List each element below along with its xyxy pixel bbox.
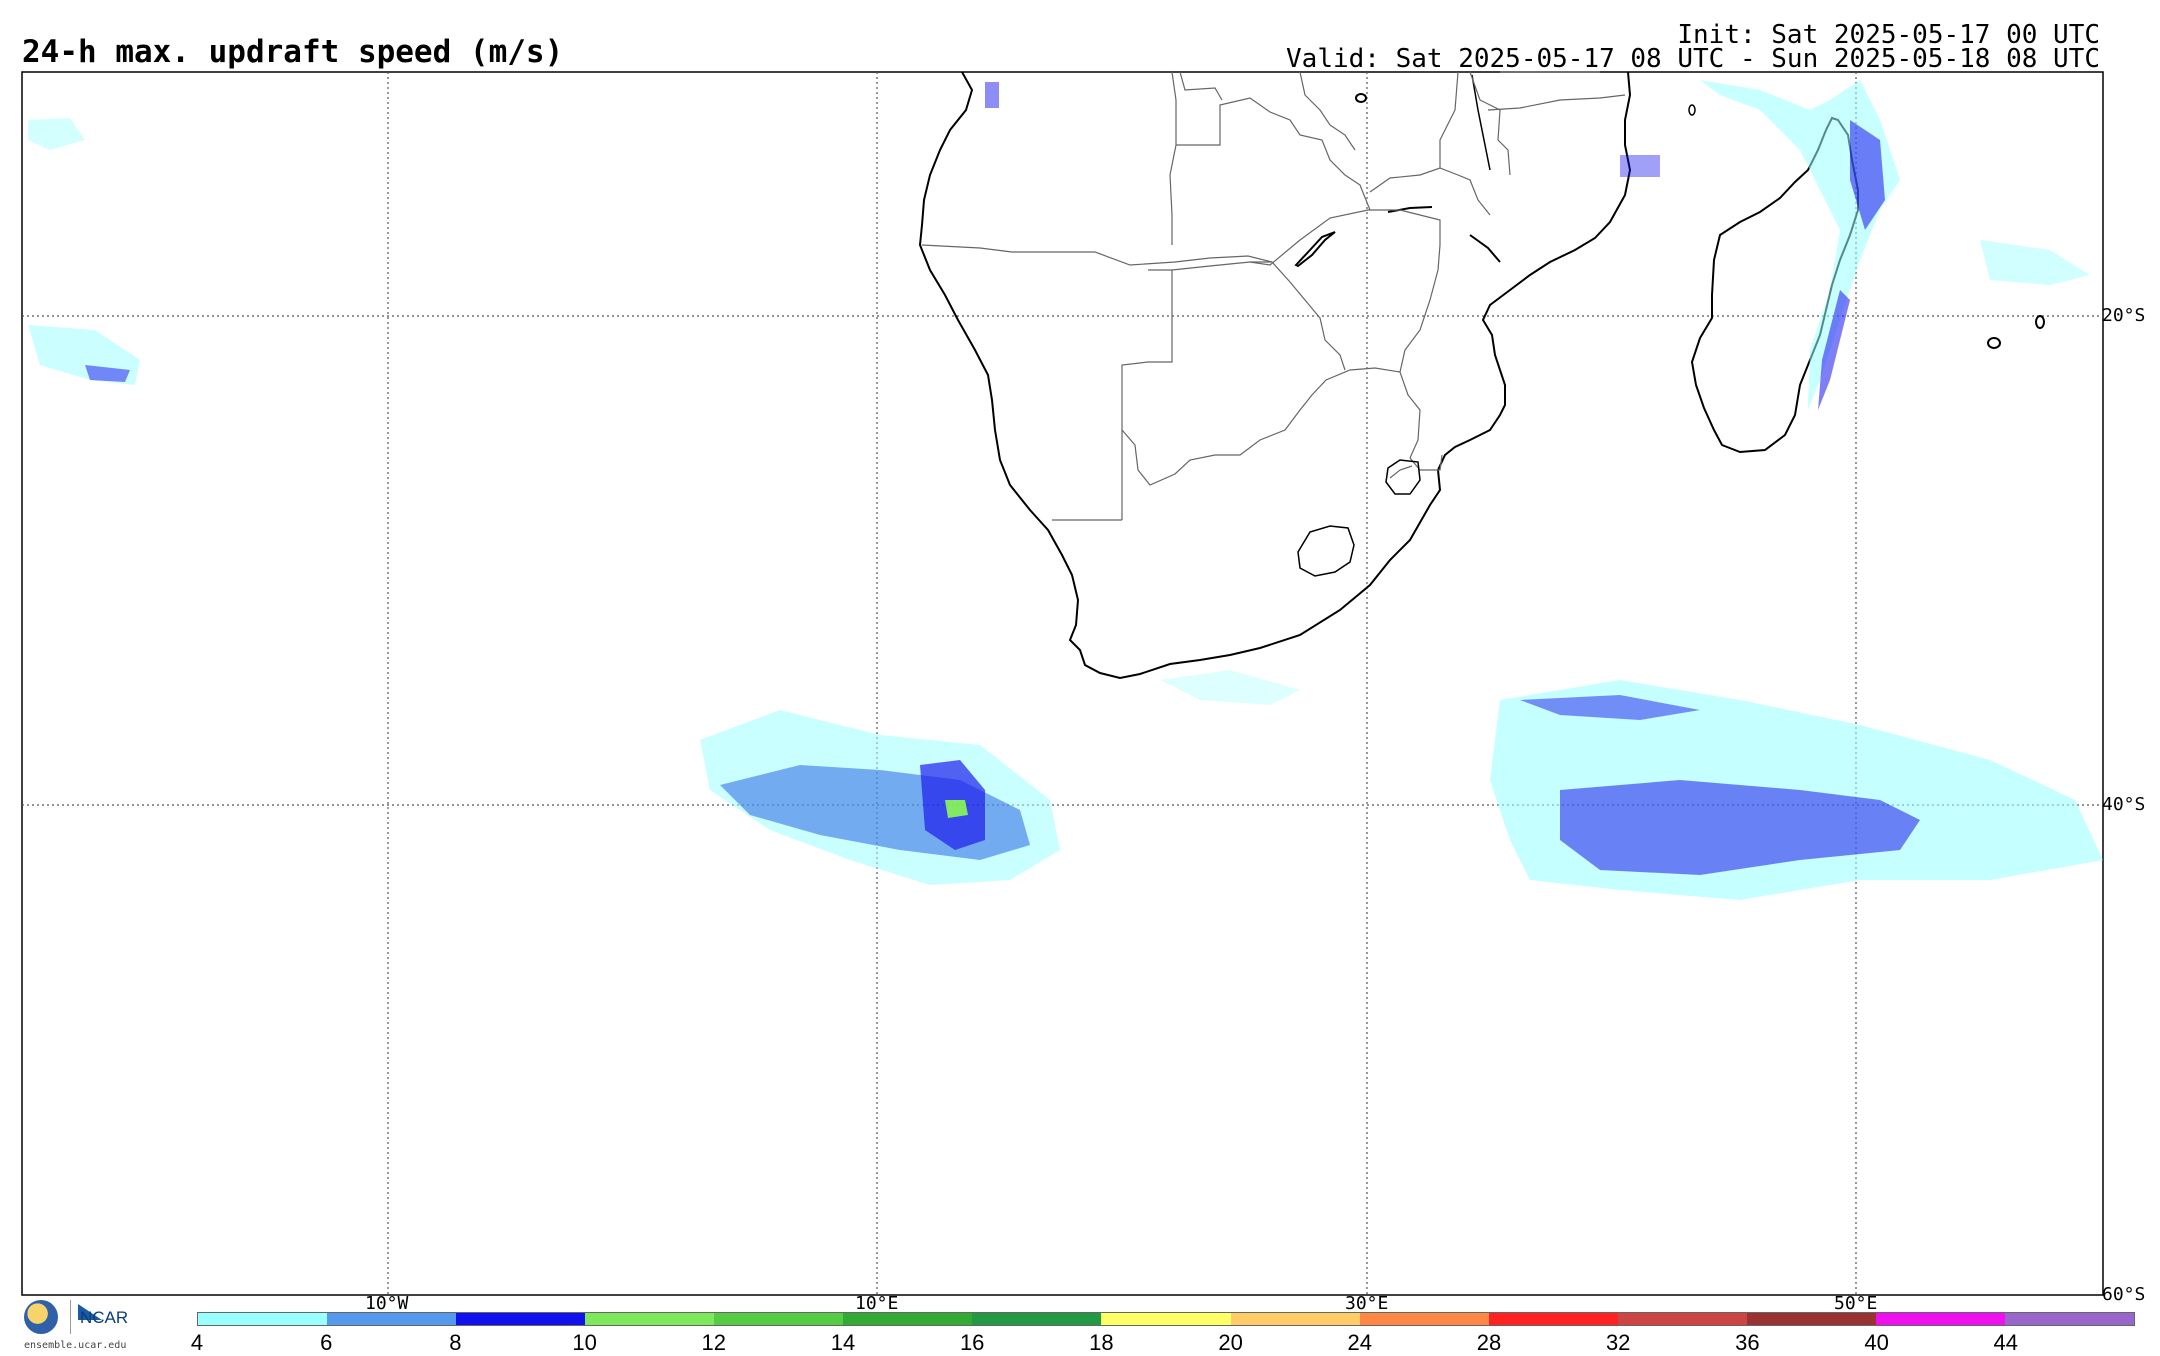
africa-coastline <box>918 71 1632 680</box>
graticule <box>22 72 2103 1295</box>
colorbar-segment <box>1746 1313 1876 1325</box>
ncar-logo-icon <box>78 1304 102 1320</box>
updraft-shading-sw-atlantic <box>700 710 1060 885</box>
valid-time: Valid: Sat 2025-05-17 08 UTC - Sun 2025-… <box>1286 44 2100 74</box>
colorbar-tick-label: 36 <box>1735 1330 1760 1355</box>
colorbar-segment <box>1101 1313 1231 1325</box>
site-url: ensemble.ucar.edu <box>24 1340 127 1351</box>
map-title: 24-h max. updraft speed (m/s) <box>22 34 564 70</box>
updraft-shading-w-atlantic <box>28 118 140 385</box>
colorbar-tick-label: 8 <box>449 1330 462 1355</box>
colorbar-segment <box>1488 1313 1618 1325</box>
updraft-shading-madagascar <box>1700 80 2090 410</box>
lake-kariba <box>1294 231 1336 268</box>
colorbar-segment <box>1617 1313 1747 1325</box>
lake-malawi-mark <box>1355 93 1367 103</box>
logo-separator <box>70 1300 71 1334</box>
colorbar-tick-label: 24 <box>1347 1330 1373 1355</box>
colorbar-segment <box>456 1313 586 1325</box>
colorbar-segment <box>327 1313 457 1325</box>
colorbar-segment <box>972 1313 1102 1325</box>
colorbar-tick-label: 32 <box>1605 1330 1631 1355</box>
colorbar-tick-label: 6 <box>320 1330 333 1355</box>
island-comoros <box>1688 104 1696 116</box>
eswatini-border <box>1385 459 1421 495</box>
colorbar-segment <box>1359 1313 1489 1325</box>
ncar-logo-text: NCAR <box>80 1308 129 1327</box>
colorbar-segment <box>714 1313 844 1325</box>
colorbar-tick-label: 18 <box>1089 1330 1114 1355</box>
colorbar-segment <box>843 1313 973 1325</box>
lesotho-border <box>1297 525 1355 577</box>
lake-malawi <box>1471 74 1491 171</box>
colorbar-tick-label: 20 <box>1218 1330 1243 1355</box>
country-borders <box>921 71 1626 521</box>
updraft-shading-s-indian <box>1490 680 2103 900</box>
colorbar-segment <box>585 1313 715 1325</box>
colorbar-tick-label: 44 <box>1993 1330 2019 1355</box>
lat-label-40s: 40°S <box>2102 794 2146 815</box>
colorbar-tick-label: 14 <box>830 1330 856 1355</box>
island-mauritius <box>2035 315 2045 329</box>
lon-label-50e: 50°E <box>1834 1293 1878 1314</box>
island-reunion <box>1987 337 2001 349</box>
lake-cahora-bassa <box>1387 206 1433 213</box>
zambezi-delta <box>1469 234 1501 263</box>
lat-label-20s: 20°S <box>2102 305 2146 326</box>
colorbar-tick-label: 4 <box>190 1330 204 1355</box>
colorbar-segment <box>1875 1313 2005 1325</box>
colorbar-tick-label: 16 <box>959 1330 985 1355</box>
colorbar-tick-label: 10 <box>572 1330 597 1355</box>
lon-label-30e: 30°E <box>1345 1293 1389 1314</box>
colorbar <box>197 1312 2135 1326</box>
colorbar-tick-label: 28 <box>1476 1330 1502 1355</box>
lon-label-10e: 10°E <box>855 1293 899 1314</box>
colorbar-segment <box>2004 1313 2134 1325</box>
colorbar-tick-label: 12 <box>701 1330 727 1355</box>
colorbar-tick-label: 40 <box>1864 1330 1889 1355</box>
logo-area: NCAR ensemble.ucar.edu <box>22 1298 162 1354</box>
colorbar-segment <box>198 1313 328 1325</box>
lon-label-10w: 10°W <box>365 1293 409 1314</box>
colorbar-segment <box>1230 1313 1360 1325</box>
nsf-logo-icon <box>24 1300 58 1334</box>
lat-label-60s: 60°S <box>2102 1284 2146 1305</box>
updraft-shading-misc <box>985 82 1660 705</box>
map-frame <box>21 71 2104 1296</box>
init-time: Init: Sat 2025-05-17 00 UTC <box>1677 20 2100 50</box>
